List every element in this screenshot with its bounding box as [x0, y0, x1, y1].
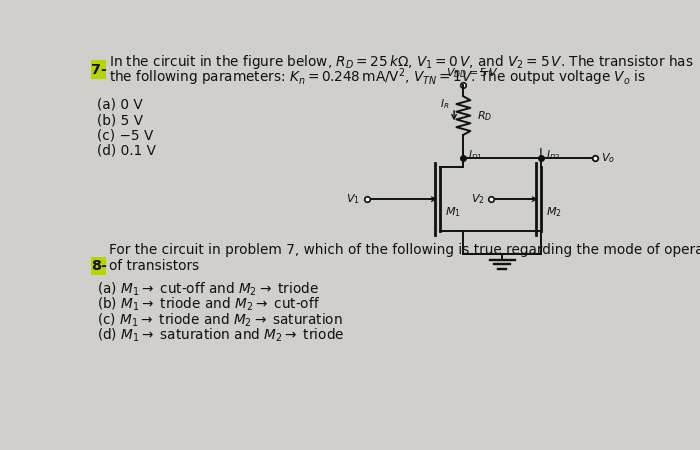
Text: (d) 0.1 V: (d) 0.1 V: [97, 144, 156, 158]
Text: $V_{DD}=5\,V$: $V_{DD}=5\,V$: [447, 67, 499, 80]
Text: (b) 5 V: (b) 5 V: [97, 113, 143, 127]
Text: (b) $M_1 \rightarrow$ triode and $M_2 \rightarrow$ cut-off: (b) $M_1 \rightarrow$ triode and $M_2 \r…: [97, 296, 320, 314]
Bar: [90, 60, 106, 79]
Text: the following parameters: $K_n = 0.248\,\mathrm{mA/V}^2$, $V_{TN} = 1V$. The out: the following parameters: $K_n = 0.248\,…: [109, 66, 646, 88]
Text: For the circuit in problem 7, which of the following is true regarding the mode : For the circuit in problem 7, which of t…: [109, 243, 700, 256]
Text: 7-: 7-: [92, 63, 107, 77]
Text: (d) $M_1 \rightarrow$ saturation and $M_2 \rightarrow$ triode: (d) $M_1 \rightarrow$ saturation and $M_…: [97, 327, 344, 344]
Text: In the circuit in the figure below, $R_D = 25\,k\Omega$, $V_1 = 0\,V$, and $V_2 : In the circuit in the figure below, $R_D…: [109, 53, 694, 71]
Text: (a) 0 V: (a) 0 V: [97, 98, 143, 112]
Text: $V_o$: $V_o$: [601, 151, 615, 165]
Bar: [90, 256, 106, 275]
Text: of transistors: of transistors: [109, 260, 200, 274]
Text: (c) −5 V: (c) −5 V: [97, 129, 153, 143]
Text: $I_{D1}$: $I_{D1}$: [468, 148, 483, 162]
Text: $V_1$: $V_1$: [346, 192, 360, 206]
Text: 8-: 8-: [92, 260, 107, 274]
Text: (a) $M_1 \rightarrow$ cut-off and $M_2 \rightarrow$ triode: (a) $M_1 \rightarrow$ cut-off and $M_2 \…: [97, 281, 318, 298]
Text: $R_D$: $R_D$: [477, 109, 492, 122]
Text: (c) $M_1 \rightarrow$ triode and $M_2 \rightarrow$ saturation: (c) $M_1 \rightarrow$ triode and $M_2 \r…: [97, 311, 342, 329]
Text: $M_2$: $M_2$: [545, 205, 561, 219]
Text: $I_R$: $I_R$: [440, 97, 449, 111]
Text: $M_1$: $M_1$: [444, 205, 461, 219]
Text: $I_{D2}$: $I_{D2}$: [545, 148, 560, 162]
Text: $V_2$: $V_2$: [470, 192, 484, 206]
